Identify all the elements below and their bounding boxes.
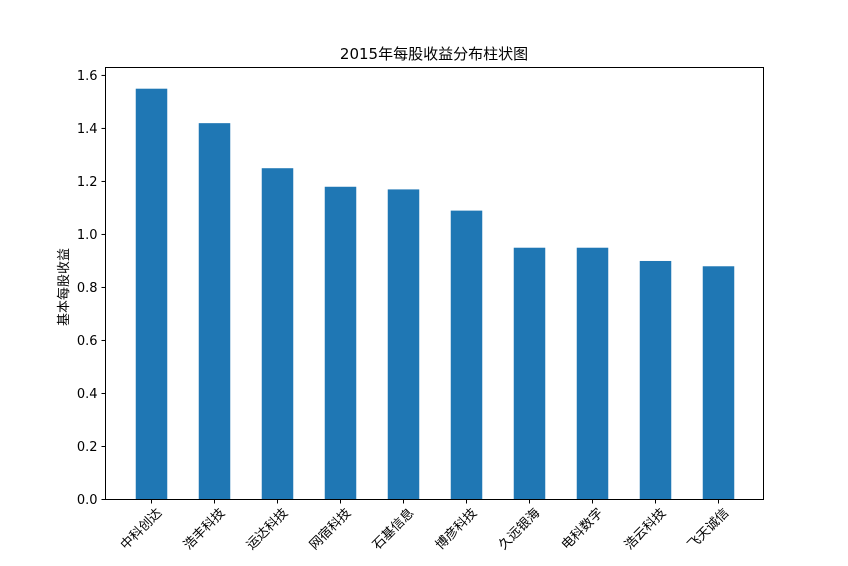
y-tick-label: 0.2 bbox=[77, 440, 98, 455]
bar bbox=[450, 210, 483, 500]
y-tick-label: 1.4 bbox=[77, 122, 98, 137]
bar bbox=[639, 260, 672, 500]
chart-title: 2015年每股收益分布柱状图 bbox=[340, 45, 528, 63]
y-axis: 0.0 0.2 0.4 0.6 0.8 1.0 1.2 1.4 1.6 bbox=[77, 69, 106, 508]
y-tick-label: 0.6 bbox=[77, 334, 98, 349]
y-tick-label: 1.2 bbox=[77, 175, 98, 190]
bar bbox=[198, 123, 231, 500]
bar bbox=[261, 168, 294, 500]
bar bbox=[576, 247, 609, 500]
bar bbox=[513, 247, 546, 500]
y-tick-label: 0.8 bbox=[77, 281, 98, 296]
y-tick-label: 0.4 bbox=[77, 387, 98, 402]
y-tick-label: 0.0 bbox=[77, 493, 98, 508]
plot-frame bbox=[105, 67, 764, 500]
bar bbox=[135, 88, 168, 500]
bars-layer bbox=[135, 88, 735, 500]
y-tick-label: 1.0 bbox=[77, 228, 98, 243]
y-axis-label: 基本每股收益 bbox=[56, 248, 72, 326]
bar bbox=[702, 266, 735, 500]
bar bbox=[324, 186, 357, 500]
bar bbox=[387, 189, 420, 500]
y-tick-label: 1.6 bbox=[77, 69, 98, 84]
